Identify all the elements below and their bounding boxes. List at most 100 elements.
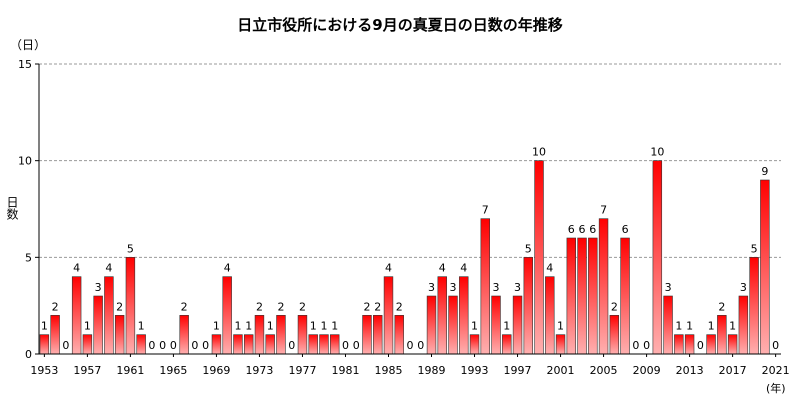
bar-1970 [222, 276, 232, 355]
data-label-1964: 0 [159, 339, 166, 352]
data-label-1961: 5 [127, 242, 134, 255]
data-label-1965: 0 [170, 339, 177, 352]
bar-2004 [588, 237, 598, 355]
bar-1958 [93, 295, 103, 355]
x-tick-label: 1957 [73, 364, 101, 377]
data-label-1978: 1 [310, 320, 317, 333]
data-label-2011: 3 [665, 281, 672, 294]
data-label-1986: 2 [396, 300, 403, 313]
bar-1990 [437, 276, 447, 355]
x-tick-label: 2021 [762, 364, 790, 377]
data-label-1981: 0 [342, 339, 349, 352]
chart-title: 日立市役所における9月の真夏日の日数の年推移 [237, 16, 563, 34]
data-label-1994: 7 [482, 204, 489, 217]
x-tick-label: 1961 [116, 364, 144, 377]
data-label-1974: 1 [267, 320, 274, 333]
data-label-1956: 4 [73, 262, 80, 275]
bar-2017 [727, 334, 738, 355]
data-label-1977: 2 [299, 300, 306, 313]
bar-2016 [717, 315, 727, 355]
data-label-2014: 0 [697, 339, 704, 352]
y-tick-label: 10 [18, 155, 32, 168]
data-label-1984: 2 [374, 300, 381, 313]
bar-2006 [609, 315, 620, 355]
data-label-1966: 2 [181, 300, 188, 313]
bar-1997 [512, 295, 523, 355]
bar-1989 [426, 295, 437, 355]
y-tick-label: 0 [25, 348, 32, 361]
data-label-2018: 3 [740, 281, 747, 294]
data-label-1991: 3 [450, 281, 457, 294]
bar-1971 [233, 334, 243, 355]
bar-1973 [254, 315, 265, 355]
bar-1984 [373, 315, 383, 355]
data-label-1962: 1 [138, 320, 145, 333]
data-label-1959: 4 [105, 262, 112, 275]
data-label-1955: 0 [62, 339, 69, 352]
data-label-1982: 0 [353, 339, 360, 352]
bar-2019 [749, 257, 759, 355]
bar-1961 [125, 257, 136, 355]
data-label-1998: 5 [525, 242, 532, 255]
data-label-2002: 6 [568, 223, 575, 236]
bars [39, 160, 770, 355]
data-label-2010: 10 [650, 146, 664, 159]
bar-1980 [330, 334, 340, 355]
data-label-1971: 1 [234, 320, 241, 333]
data-label-2017: 1 [729, 320, 736, 333]
x-tick-label: 1973 [245, 364, 273, 377]
bar-1974 [265, 334, 275, 355]
data-label-1968: 0 [202, 339, 209, 352]
bar-1994 [480, 218, 490, 355]
bar-1966 [179, 315, 189, 355]
x-tick-label: 2005 [590, 364, 618, 377]
bar-1969 [211, 334, 222, 355]
x-tick-label: 1981 [331, 364, 359, 377]
bar-1983 [362, 315, 372, 355]
data-label-2004: 6 [589, 223, 596, 236]
data-label-1992: 4 [460, 262, 467, 275]
bar-1975 [276, 315, 286, 355]
data-label-1979: 1 [320, 320, 327, 333]
bar-2010 [652, 160, 663, 355]
bar-1985 [383, 276, 394, 355]
bar-1993 [469, 334, 480, 355]
data-label-1973: 2 [256, 300, 263, 313]
data-label-2013: 1 [686, 320, 693, 333]
bar-1996 [502, 334, 512, 355]
x-tick-label: 1997 [504, 364, 532, 377]
data-label-1963: 0 [148, 339, 155, 352]
x-tick-label: 1985 [374, 364, 402, 377]
x-tick-label: 1993 [461, 364, 489, 377]
data-label-1990: 4 [439, 262, 446, 275]
data-label-1997: 3 [514, 281, 521, 294]
data-label-2012: 1 [675, 320, 682, 333]
bar-1956 [71, 276, 82, 355]
bar-1978 [308, 334, 318, 355]
data-label-1953: 1 [41, 320, 48, 333]
data-label-1954: 2 [52, 300, 59, 313]
data-label-2021: 0 [772, 339, 779, 352]
data-label-1957: 1 [84, 320, 91, 333]
bar-2005 [598, 218, 609, 355]
data-label-1970: 4 [224, 262, 231, 275]
bar-1979 [319, 334, 329, 355]
data-label-1988: 0 [417, 339, 424, 352]
data-label-1985: 4 [385, 262, 392, 275]
data-label-2015: 1 [708, 320, 715, 333]
bar-1972 [243, 334, 254, 355]
bar-2018 [738, 295, 749, 355]
data-label-2001: 1 [557, 320, 564, 333]
data-label-1996: 1 [503, 320, 510, 333]
data-label-2020: 9 [761, 165, 768, 178]
data-label-2019: 5 [751, 242, 758, 255]
data-label-2009: 0 [643, 339, 650, 352]
data-label-1999: 10 [532, 146, 546, 159]
y-tick-label: 5 [25, 251, 32, 264]
data-label-1987: 0 [407, 339, 414, 352]
x-tick-label: 1989 [418, 364, 446, 377]
bar-1962 [136, 334, 146, 355]
